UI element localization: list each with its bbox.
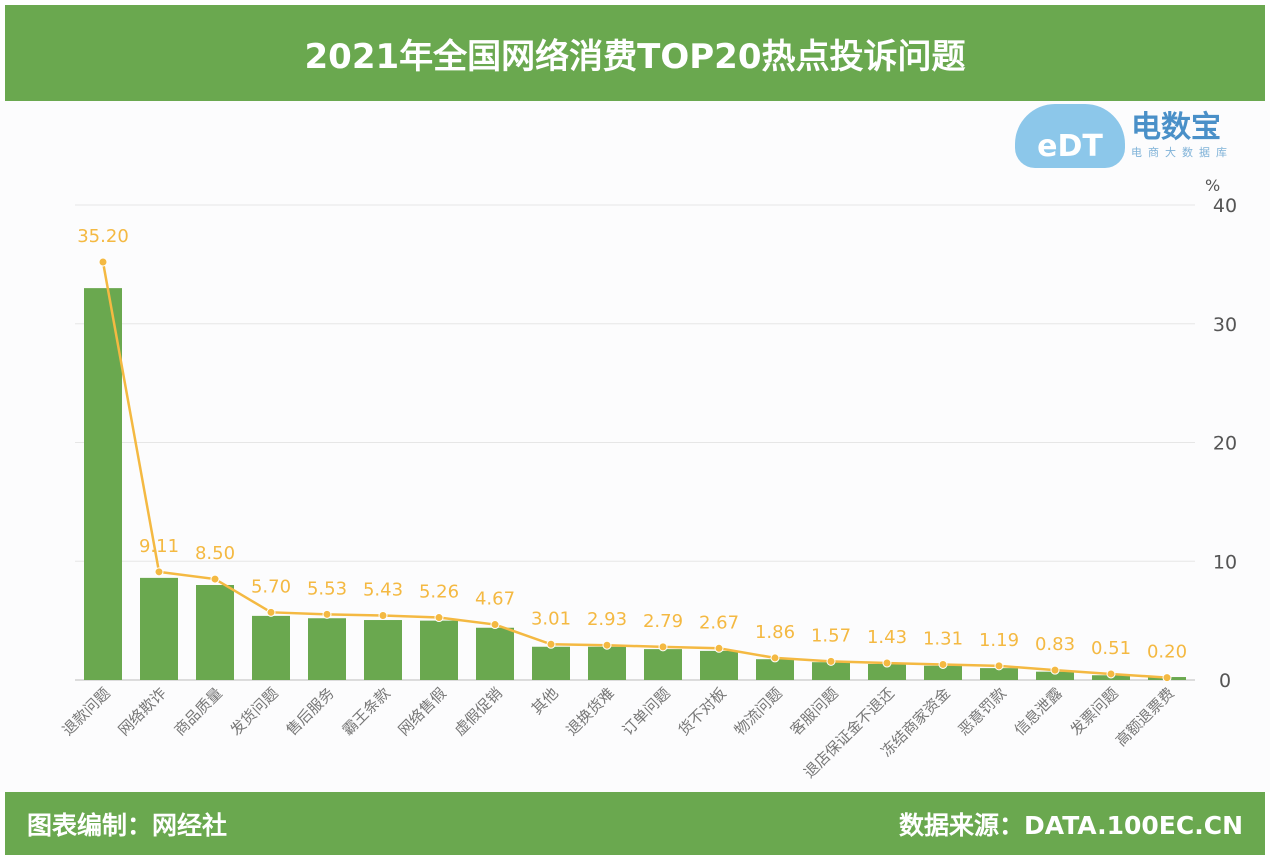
- data-label: 1.19: [979, 630, 1019, 651]
- data-label: 0.20: [1147, 642, 1187, 663]
- cloud-logo-icon: eDT: [1015, 104, 1125, 168]
- line-point: [154, 567, 164, 577]
- bar: [588, 646, 626, 680]
- y-unit-label: %: [1205, 176, 1220, 195]
- data-label: 4.67: [475, 589, 515, 610]
- x-tick-label: 发货问题: [227, 684, 282, 739]
- data-label: 9.11: [139, 536, 179, 557]
- logo-name: 电数宝: [1131, 109, 1221, 145]
- data-label: 2.79: [643, 611, 683, 632]
- x-tick-label: 恶意罚款: [955, 684, 1010, 739]
- x-tick-label: 订单问题: [619, 684, 674, 739]
- chart-title: 2021年全国网络消费TOP20热点投诉问题: [5, 5, 1265, 101]
- x-tick-label: 其他: [528, 684, 562, 718]
- x-tick-label: 虚假促销: [451, 684, 506, 739]
- line-point: [1162, 673, 1172, 683]
- x-tick-label: 物流问题: [731, 684, 786, 739]
- data-label: 5.53: [307, 578, 347, 599]
- line-point: [1106, 669, 1116, 679]
- line-point: [658, 642, 668, 652]
- line-point: [826, 656, 836, 666]
- x-tick-label: 霸王条款: [339, 684, 394, 739]
- line-point: [490, 620, 500, 630]
- x-tick-label: 网络售假: [395, 684, 450, 739]
- x-tick-label: 商品质量: [171, 684, 226, 739]
- bar: [84, 288, 122, 680]
- bar: [868, 663, 906, 680]
- x-tick-label: 信息泄露: [1011, 684, 1066, 739]
- line-point: [770, 653, 780, 663]
- line-point: [1050, 665, 1060, 675]
- x-tick-label: 退换货难: [563, 684, 618, 739]
- bar: [196, 585, 234, 680]
- x-tick-label: 货不对板: [675, 684, 730, 739]
- line-point: [882, 658, 892, 668]
- x-tick-label: 客服问题: [787, 684, 842, 739]
- x-tick-label: 高额退票费: [1112, 684, 1178, 750]
- data-label: 2.93: [587, 609, 627, 630]
- line-point: [602, 640, 612, 650]
- footer-credit: 图表编制：网经社: [27, 810, 228, 840]
- bar: [812, 662, 850, 680]
- logo-subtitle: 电商大数据库: [1131, 145, 1233, 159]
- line-point: [266, 607, 276, 617]
- line-point: [546, 639, 556, 649]
- data-label: 1.31: [923, 628, 963, 649]
- bar: [308, 618, 346, 680]
- line-point: [434, 613, 444, 623]
- x-tick-label: 售后服务: [283, 684, 338, 739]
- bar: [476, 627, 514, 680]
- y-tick-label: 0: [1219, 670, 1231, 692]
- x-tick-label: 发票问题: [1067, 684, 1122, 739]
- line-point: [994, 661, 1004, 671]
- line-point: [378, 611, 388, 621]
- data-label: 8.50: [195, 543, 235, 564]
- bar: [140, 577, 178, 680]
- footer-source: 数据来源：DATA.100EC.CN: [899, 810, 1243, 840]
- data-label: 5.70: [251, 576, 291, 597]
- x-tick-label: 网络欺诈: [115, 684, 170, 739]
- data-label: 0.83: [1035, 634, 1075, 655]
- series-line: [101, 261, 1168, 679]
- bar: [532, 646, 570, 680]
- data-label: 1.86: [755, 622, 795, 643]
- bar: [364, 620, 402, 680]
- line-point: [98, 257, 108, 267]
- data-label: 5.43: [363, 580, 403, 601]
- y-tick-label: 30: [1213, 314, 1237, 336]
- data-label: 0.51: [1091, 638, 1131, 659]
- y-tick-label: 10: [1213, 551, 1237, 573]
- bar: [924, 665, 962, 680]
- bar: [420, 620, 458, 680]
- bar: [644, 649, 682, 680]
- line-point: [322, 609, 332, 619]
- line-point: [938, 659, 948, 669]
- data-label: 1.57: [811, 625, 851, 646]
- line-point: [714, 643, 724, 653]
- bar: [700, 650, 738, 680]
- logo: eDT 电数宝 电商大数据库: [1015, 104, 1233, 168]
- y-tick-label: 40: [1213, 195, 1237, 217]
- data-label: 35.20: [77, 226, 129, 247]
- bar: [252, 615, 290, 680]
- bar: [1036, 671, 1074, 680]
- x-tick-label: 退款问题: [59, 684, 114, 739]
- y-tick-label: 20: [1213, 433, 1237, 455]
- data-label: 5.26: [419, 582, 459, 603]
- data-label: 3.01: [531, 608, 571, 629]
- line-point: [210, 574, 220, 584]
- data-label: 2.67: [699, 612, 739, 633]
- data-label: 1.43: [867, 627, 907, 648]
- footer: 图表编制：网经社 数据来源：DATA.100EC.CN: [5, 792, 1265, 855]
- bar: [756, 659, 794, 680]
- bar: [980, 668, 1018, 680]
